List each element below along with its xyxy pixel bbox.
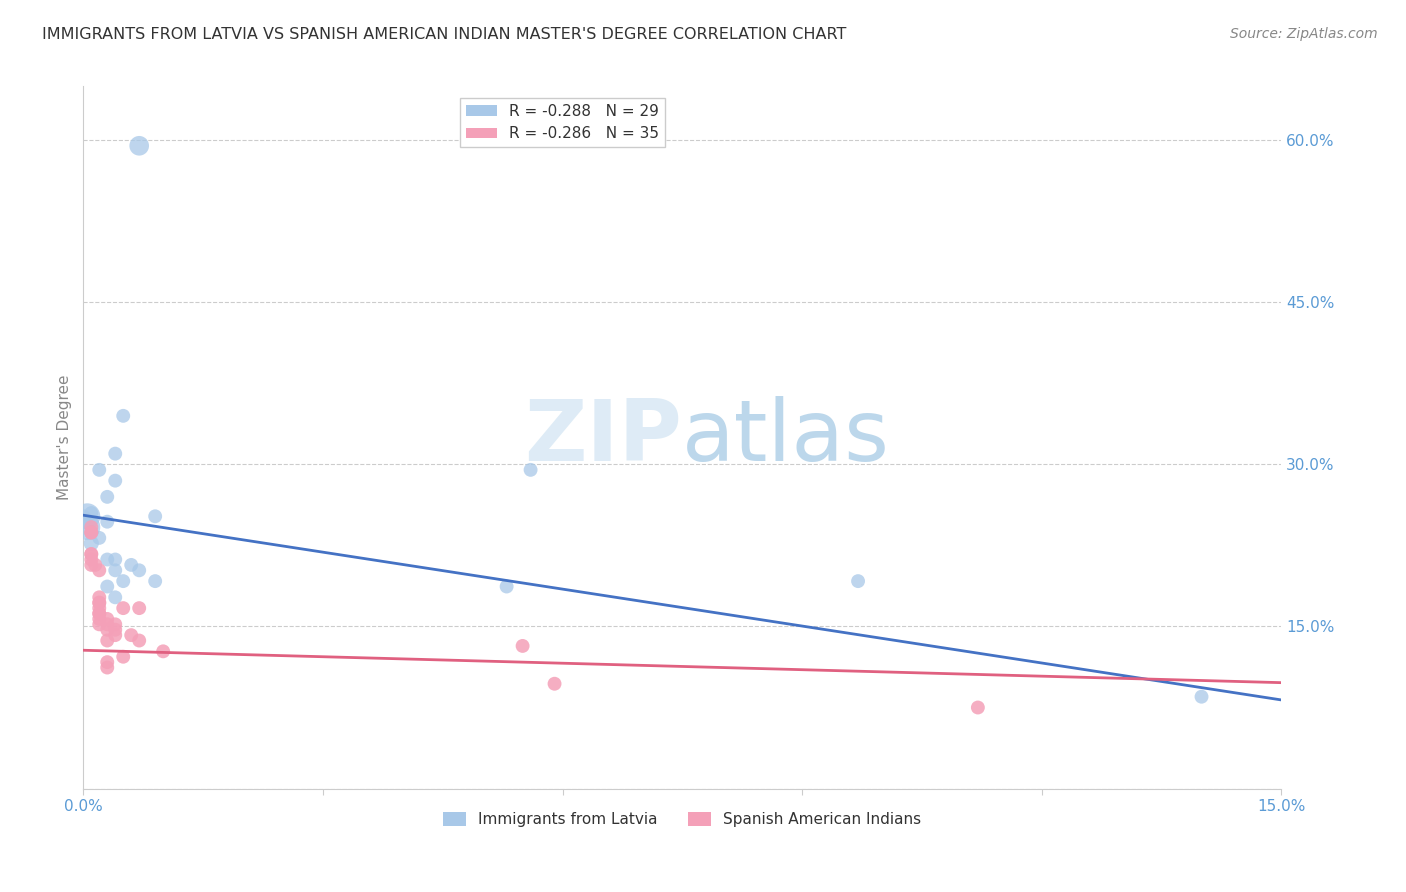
Point: [96, 660, 118, 674]
Point: [80, 525, 103, 540]
Point: [80, 552, 103, 566]
Point: [72, 509, 94, 524]
Point: [128, 601, 150, 615]
Point: [89, 563, 111, 577]
Point: [519, 463, 541, 477]
Point: [89, 596, 111, 610]
Point: [72, 515, 94, 529]
Point: [96, 633, 118, 648]
Point: [96, 612, 118, 626]
Point: [112, 409, 135, 423]
Point: [104, 474, 127, 488]
Point: [76, 509, 98, 524]
Point: [112, 601, 135, 615]
Point: [96, 580, 118, 594]
Text: ZIP: ZIP: [524, 396, 682, 479]
Point: [96, 655, 118, 669]
Point: [89, 601, 111, 615]
Point: [104, 628, 127, 642]
Point: [120, 558, 142, 572]
Text: atlas: atlas: [682, 396, 890, 479]
Point: [96, 552, 118, 566]
Point: [128, 633, 150, 648]
Point: [96, 617, 118, 632]
Point: [96, 623, 118, 637]
Point: [89, 531, 111, 545]
Point: [80, 525, 103, 540]
Point: [84, 558, 107, 572]
Point: [543, 677, 565, 691]
Point: [495, 580, 517, 594]
Text: IMMIGRANTS FROM LATVIA VS SPANISH AMERICAN INDIAN MASTER'S DEGREE CORRELATION CH: IMMIGRANTS FROM LATVIA VS SPANISH AMERIC…: [42, 27, 846, 42]
Point: [89, 617, 111, 632]
Point: [104, 617, 127, 632]
Point: [89, 596, 111, 610]
Point: [152, 644, 174, 658]
Point: [143, 509, 166, 524]
Point: [128, 138, 150, 153]
Point: [104, 552, 127, 566]
Point: [89, 463, 111, 477]
Point: [80, 547, 103, 561]
Point: [89, 591, 111, 605]
Point: [96, 515, 118, 529]
Point: [112, 574, 135, 588]
Point: [120, 628, 142, 642]
Point: [80, 525, 103, 540]
Point: [967, 700, 990, 714]
Point: [89, 612, 111, 626]
Point: [104, 563, 127, 577]
Point: [143, 574, 166, 588]
Point: [96, 490, 118, 504]
Point: [112, 649, 135, 664]
Point: [80, 547, 103, 561]
Point: [80, 520, 103, 534]
Point: [89, 607, 111, 621]
Point: [104, 591, 127, 605]
Point: [76, 520, 98, 534]
Point: [846, 574, 869, 588]
Legend: Immigrants from Latvia, Spanish American Indians: Immigrants from Latvia, Spanish American…: [437, 806, 928, 833]
Point: [80, 558, 103, 572]
Point: [512, 639, 534, 653]
Text: Source: ZipAtlas.com: Source: ZipAtlas.com: [1230, 27, 1378, 41]
Point: [104, 623, 127, 637]
Point: [128, 563, 150, 577]
Point: [80, 536, 103, 550]
Y-axis label: Master's Degree: Master's Degree: [58, 375, 72, 500]
Point: [89, 607, 111, 621]
Point: [104, 447, 127, 461]
Point: [1191, 690, 1213, 704]
Point: [80, 506, 103, 520]
